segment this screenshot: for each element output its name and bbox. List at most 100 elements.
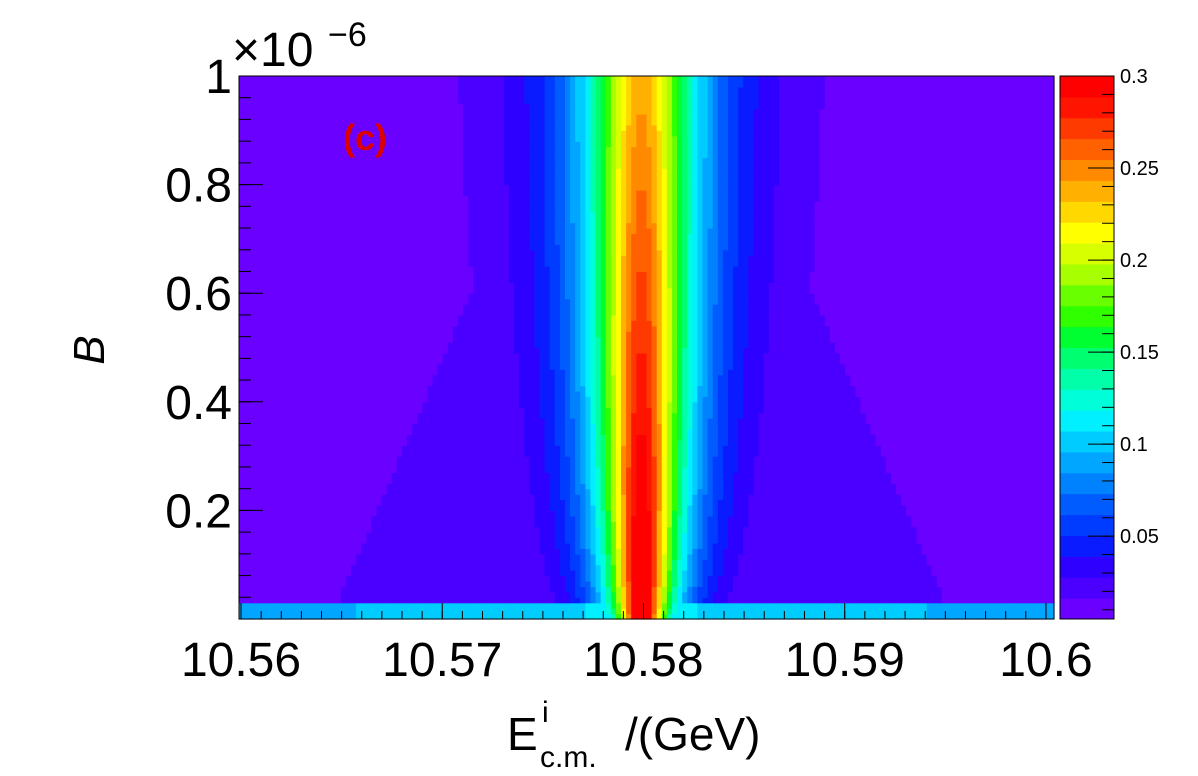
heatmap-cell: [468, 276, 474, 283]
heatmap-cell: [376, 532, 383, 539]
heatmap-cell: [239, 521, 245, 528]
heatmap-cell: [371, 271, 378, 278]
heatmap-cell: [488, 591, 495, 598]
heatmap-cell: [437, 108, 444, 115]
heatmap-cell: [422, 559, 429, 566]
heatmap-cell: [289, 385, 296, 392]
heatmap-cell: [488, 325, 495, 332]
heatmap-cell: [254, 211, 260, 218]
heatmap-cell: [427, 396, 434, 403]
heatmap-cell: [356, 200, 362, 207]
heatmap-cell: [366, 385, 373, 392]
heatmap-cell: [254, 342, 260, 349]
heatmap-cell: [396, 141, 403, 148]
heatmap-cell: [483, 108, 490, 115]
heatmap-cell: [330, 504, 337, 511]
heatmap-cell: [463, 477, 469, 484]
heatmap-cell: [289, 287, 296, 294]
heatmap-cell: [305, 304, 311, 311]
heatmap-cell: [345, 407, 352, 414]
heatmap-cell: [361, 439, 367, 446]
heatmap-cell: [432, 211, 439, 218]
heatmap-cell: [381, 548, 388, 555]
heatmap-cell: [412, 428, 418, 435]
heatmap-cell: [422, 363, 429, 370]
heatmap-cell: [361, 206, 367, 213]
heatmap-cell: [325, 374, 332, 381]
heatmap-cell: [402, 260, 408, 267]
heatmap-cell: [249, 570, 255, 577]
heatmap-cell: [279, 81, 286, 88]
heatmap-cell: [239, 119, 245, 126]
heatmap-cell: [447, 141, 454, 148]
heatmap-cell: [305, 92, 311, 99]
heatmap-cell: [244, 374, 250, 381]
heatmap-cell: [351, 146, 357, 153]
heatmap-cell: [330, 162, 337, 169]
heatmap-cell: [381, 390, 388, 397]
heatmap-cell: [468, 76, 474, 83]
heatmap-cell: [452, 504, 459, 511]
heatmap-cell: [422, 103, 429, 110]
heatmap-cell: [361, 445, 367, 452]
heatmap-cell: [244, 157, 250, 164]
heatmap-cell: [325, 380, 332, 387]
heatmap-cell: [254, 298, 260, 305]
heatmap-cell: [376, 168, 383, 175]
heatmap-cell: [442, 135, 449, 142]
heatmap-cell: [432, 146, 439, 153]
heatmap-cell: [244, 217, 250, 224]
heatmap-cell: [427, 314, 434, 321]
heatmap-cell: [289, 244, 296, 251]
heatmap-cell: [371, 282, 378, 289]
heatmap-cell: [325, 200, 332, 207]
heatmap-cell: [396, 504, 403, 511]
heatmap-cell: [386, 325, 393, 332]
heatmap-cell: [300, 510, 306, 517]
heatmap-cell: [483, 211, 490, 218]
heatmap-cell: [478, 86, 485, 93]
heatmap-cell: [300, 434, 306, 441]
heatmap-cell: [432, 434, 439, 441]
heatmap-cell: [289, 407, 296, 414]
heatmap-cell: [320, 331, 327, 338]
heatmap-cell: [305, 244, 311, 251]
heatmap-cell: [483, 304, 490, 311]
heatmap-cell: [386, 141, 393, 148]
heatmap-cell: [330, 293, 337, 300]
heatmap-cell: [289, 135, 296, 142]
heatmap-cell: [468, 347, 474, 354]
heatmap-cell: [437, 92, 444, 99]
heatmap-cell: [340, 141, 347, 148]
heatmap-cell: [376, 515, 383, 522]
heatmap-cell: [335, 575, 342, 582]
heatmap-cell: [458, 222, 464, 229]
heatmap-cell: [366, 168, 373, 175]
heatmap-cell: [259, 190, 266, 197]
heatmap-cell: [340, 515, 347, 522]
heatmap-cell: [391, 532, 398, 539]
heatmap-cell: [422, 564, 429, 571]
heatmap-cell: [259, 548, 266, 555]
heatmap-cell: [259, 266, 266, 273]
heatmap-cell: [269, 298, 276, 305]
heatmap-cell: [483, 521, 490, 528]
heatmap-cell: [300, 363, 306, 370]
heatmap-cell: [335, 488, 342, 495]
heatmap-cell: [432, 580, 439, 588]
heatmap-cell: [447, 200, 454, 207]
heatmap-cell: [345, 515, 352, 522]
heatmap-cell: [381, 103, 388, 110]
heatmap-cell: [407, 320, 413, 327]
heatmap-cell: [447, 608, 454, 615]
heatmap-cell: [295, 613, 301, 620]
heatmap-cell: [447, 396, 454, 403]
heatmap-cell: [391, 238, 398, 245]
heatmap-cell: [330, 298, 337, 305]
heatmap-cell: [259, 146, 266, 153]
heatmap-cell: [274, 135, 281, 142]
heatmap-cell: [376, 222, 383, 229]
heatmap-cell: [264, 352, 271, 359]
heatmap-cell: [264, 309, 271, 316]
heatmap-cell: [340, 423, 347, 430]
